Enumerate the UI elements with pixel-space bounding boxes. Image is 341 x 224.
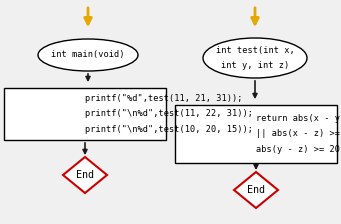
Text: return abs(x - y) >= 20: return abs(x - y) >= 20 bbox=[256, 114, 341, 123]
Ellipse shape bbox=[203, 38, 307, 78]
Text: int main(void): int main(void) bbox=[51, 50, 125, 60]
Polygon shape bbox=[234, 172, 278, 208]
Text: int y, int z): int y, int z) bbox=[221, 61, 289, 70]
Text: || abs(x - z) >= 20 ||: || abs(x - z) >= 20 || bbox=[256, 129, 341, 138]
Bar bbox=[175, 105, 337, 163]
Text: printf("%d",test(11, 21, 31));: printf("%d",test(11, 21, 31)); bbox=[85, 94, 242, 103]
Bar bbox=[4, 88, 166, 140]
Text: End: End bbox=[76, 170, 94, 180]
Text: printf("\n%d",test(11, 22, 31));: printf("\n%d",test(11, 22, 31)); bbox=[85, 110, 253, 118]
Text: int test(int x,: int test(int x, bbox=[216, 46, 294, 55]
Ellipse shape bbox=[38, 39, 138, 71]
Polygon shape bbox=[63, 157, 107, 193]
Text: abs(y - z) >= 20;: abs(y - z) >= 20; bbox=[256, 145, 341, 154]
Text: End: End bbox=[247, 185, 265, 195]
Text: printf("\n%d",test(10, 20, 15));: printf("\n%d",test(10, 20, 15)); bbox=[85, 125, 253, 134]
